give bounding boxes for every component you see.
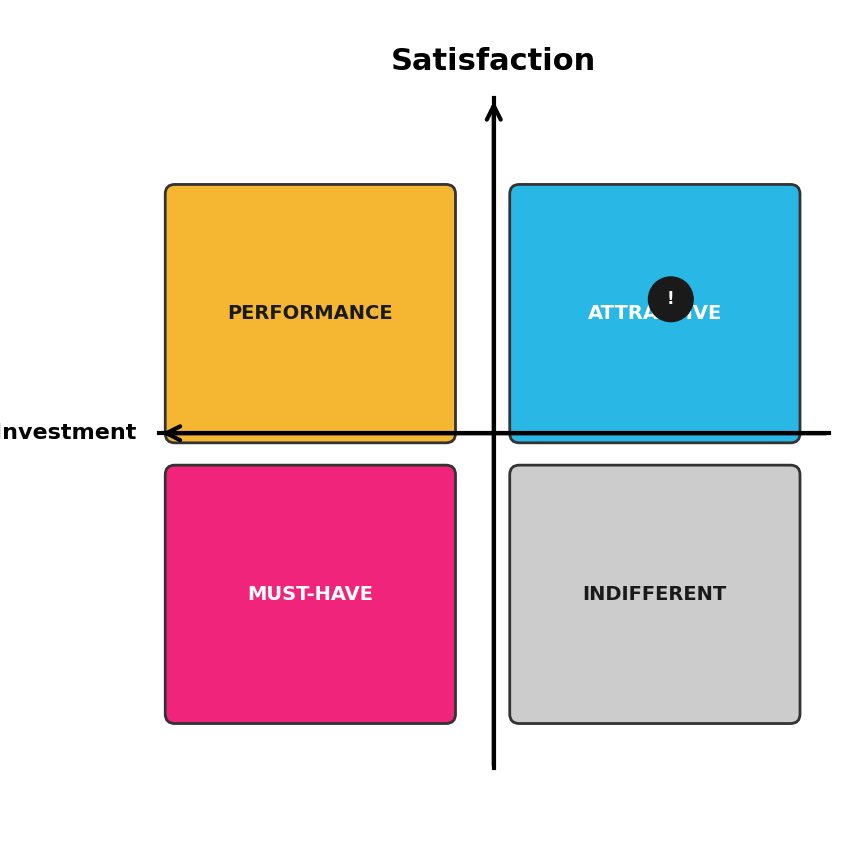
FancyBboxPatch shape [165, 465, 455, 723]
FancyBboxPatch shape [509, 184, 799, 442]
Text: INDIFFERENT: INDIFFERENT [582, 585, 726, 604]
Text: Satisfaction: Satisfaction [391, 47, 596, 76]
FancyBboxPatch shape [165, 184, 455, 442]
Text: MUST-HAVE: MUST-HAVE [247, 585, 373, 604]
Circle shape [647, 277, 692, 321]
FancyBboxPatch shape [509, 465, 799, 723]
Text: ATTRACTIVE: ATTRACTIVE [587, 304, 722, 323]
Text: Investment: Investment [0, 423, 136, 443]
Text: PERFORMANCE: PERFORMANCE [227, 304, 393, 323]
Text: !: ! [666, 290, 674, 308]
